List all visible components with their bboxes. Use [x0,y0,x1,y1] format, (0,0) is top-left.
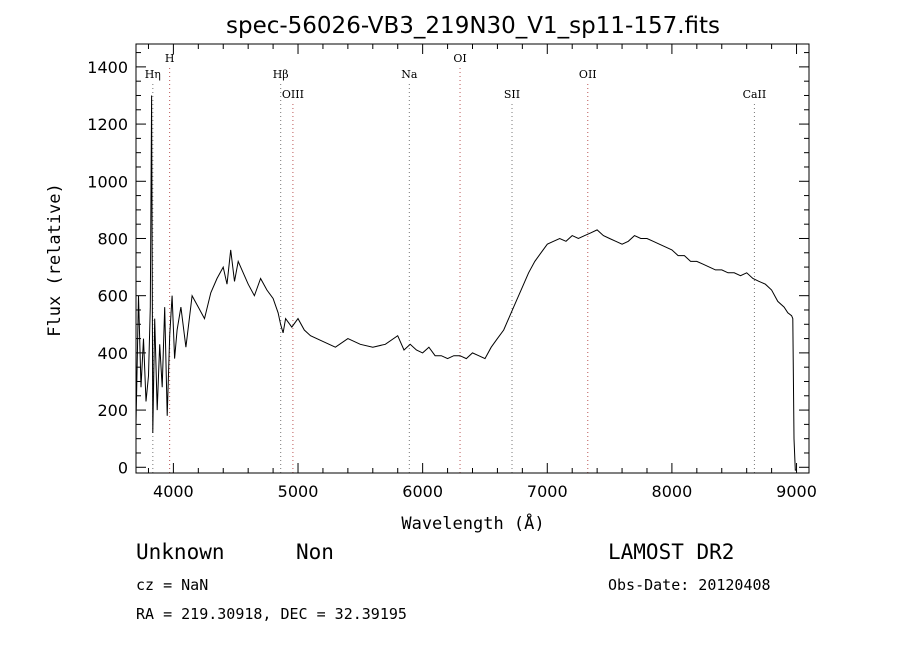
y-tick-label: 1400 [87,58,128,77]
chart-title: spec-56026-VB3_219N30_V1_sp11-157.fits [226,13,720,39]
redshift-cz: cz = NaN [136,576,209,594]
emission-line-label: CaII [743,88,767,101]
emission-line-label: Hη [145,68,161,81]
y-axis-ticks: 0 200 400 600 800 1000 1200 1400 [87,52,809,477]
y-tick-label: 1200 [87,115,128,134]
observation-date: Obs-Date: 20120408 [608,576,771,594]
x-tick-label: 4000 [153,482,194,501]
object-class: Unknown [136,540,225,564]
x-axis-label: Wavelength (Å) [401,512,544,534]
emission-line-label: OII [579,68,597,81]
spectrum-line [135,95,797,471]
y-tick-label: 800 [97,229,128,248]
y-tick-label: 0 [118,458,128,477]
y-tick-label: 200 [97,401,128,420]
sky-coordinates: RA = 219.30918, DEC = 32.39195 [136,605,407,623]
emission-line-label: SII [504,88,520,101]
object-subclass: Non [296,540,334,564]
emission-line-label: OI [453,52,466,65]
emission-line-label: OIII [282,88,304,101]
x-axis-ticks: 4000 5000 6000 7000 8000 9000 [147,44,817,501]
emission-line-markers: Hη H Hβ OIII Na OI SII OII CaII [145,52,767,473]
y-tick-label: 400 [97,344,128,363]
emission-line-label: H [165,52,175,65]
plot-frame [135,43,810,474]
x-tick-label: 8000 [652,482,693,501]
x-tick-label: 7000 [527,482,568,501]
x-tick-label: 6000 [402,482,443,501]
y-tick-label: 600 [97,287,128,306]
survey-name: LAMOST DR2 [608,540,735,564]
y-tick-label: 1000 [87,172,128,191]
x-tick-label: 5000 [278,482,319,501]
x-tick-label: 9000 [776,482,817,501]
emission-line-label: Hβ [273,68,289,81]
emission-line-label: Na [401,68,418,81]
y-axis-label: Flux (relative) [45,183,65,337]
